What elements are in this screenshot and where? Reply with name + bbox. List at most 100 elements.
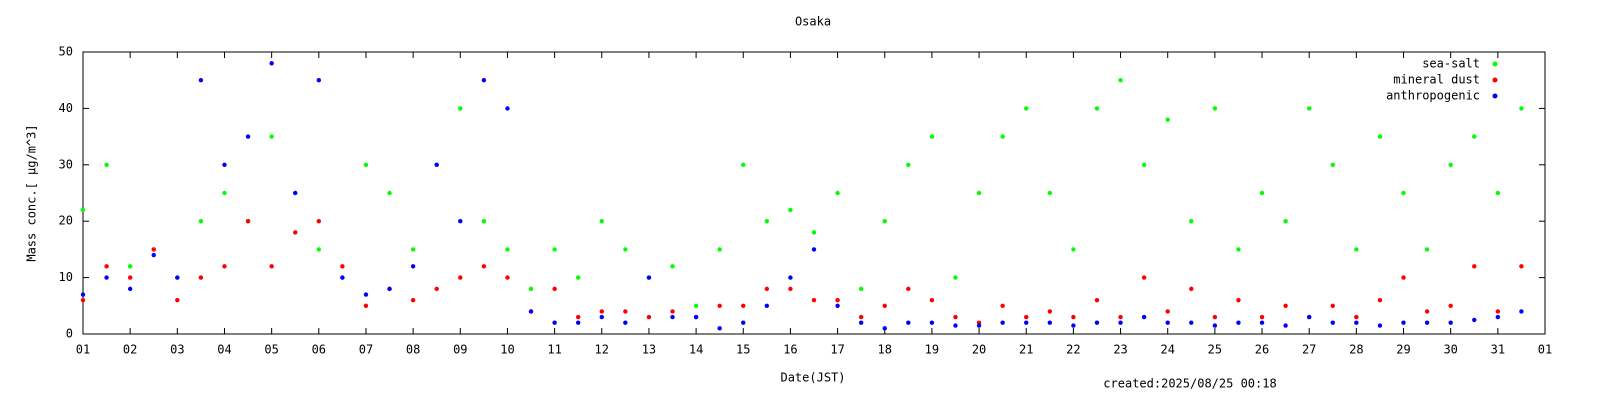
y-tick-label: 50 [59, 45, 73, 59]
data-point [151, 252, 156, 258]
x-tick-label: 16 [783, 343, 797, 357]
data-point [481, 219, 487, 224]
data-point [481, 264, 487, 269]
y-tick-label: 10 [59, 270, 73, 284]
data-point [575, 275, 581, 280]
data-point [505, 275, 510, 280]
data-point [1330, 303, 1335, 308]
data-point [835, 297, 840, 303]
data-point [1094, 320, 1100, 325]
data-point [175, 297, 180, 303]
data-point [858, 314, 864, 320]
x-tick-label: 31 [1491, 343, 1505, 357]
data-point [1118, 320, 1123, 325]
data-point [1424, 309, 1430, 314]
data-point [505, 247, 510, 252]
chart-title: Osaka [795, 15, 831, 29]
data-point [788, 286, 793, 292]
data-point [198, 219, 204, 224]
data-point [198, 78, 204, 83]
x-tick-label: 14 [689, 343, 703, 357]
data-point [1071, 247, 1076, 252]
data-point [1448, 320, 1453, 325]
data-point [1212, 323, 1218, 328]
data-point [1283, 303, 1288, 308]
data-point [764, 303, 770, 308]
data-point [717, 247, 722, 252]
data-point [552, 286, 557, 292]
data-point [458, 106, 463, 111]
data-point [316, 247, 322, 252]
data-point [1094, 297, 1100, 303]
data-point [741, 162, 746, 167]
x-tick-label: 30 [1443, 343, 1457, 357]
data-point [1401, 320, 1406, 325]
data-point [575, 314, 581, 320]
data-point [976, 190, 982, 196]
data-point [1141, 275, 1147, 280]
legend-label: anthropogenic [1386, 89, 1480, 103]
data-point [1047, 320, 1053, 325]
data-point [387, 286, 392, 292]
legend-marker [1492, 93, 1498, 99]
data-point [1495, 190, 1501, 196]
data-point [1330, 320, 1335, 325]
x-tick-label: 21 [1019, 343, 1033, 357]
x-tick-label: 06 [312, 343, 326, 357]
data-point [1259, 190, 1265, 196]
data-point [599, 309, 604, 314]
x-tick-label: 08 [406, 343, 420, 357]
x-tick-label: 19 [925, 343, 939, 357]
data-point [1071, 314, 1076, 320]
data-point [717, 326, 722, 331]
data-point [1472, 134, 1477, 139]
data-point [269, 61, 274, 66]
data-point [1094, 106, 1100, 111]
data-point [245, 134, 251, 139]
data-point [1424, 320, 1430, 325]
data-point [646, 314, 652, 320]
x-tick-label: 28 [1349, 343, 1363, 357]
x-tick-label: 24 [1160, 343, 1174, 357]
data-point [1212, 106, 1218, 111]
x-tick-label: 02 [123, 343, 137, 357]
x-tick-label: 25 [1208, 343, 1222, 357]
data-point [1000, 303, 1005, 308]
data-point [1283, 323, 1288, 328]
data-point [1118, 314, 1123, 320]
x-tick-label: 26 [1255, 343, 1269, 357]
data-point [410, 297, 416, 303]
data-point [481, 78, 487, 83]
data-point [1165, 117, 1170, 122]
data-point [1495, 314, 1501, 320]
data-point [363, 162, 369, 167]
x-tick-label: 20 [972, 343, 986, 357]
data-point [127, 286, 133, 292]
data-point [1377, 134, 1383, 139]
x-tick-label: 11 [547, 343, 561, 357]
data-point [788, 275, 793, 280]
x-tick-label: 07 [359, 343, 373, 357]
data-point [835, 303, 840, 308]
data-point [1472, 264, 1477, 269]
data-point [1519, 106, 1524, 111]
data-point [387, 190, 392, 196]
legend-label: sea-salt [1422, 57, 1480, 71]
data-point [1519, 264, 1524, 269]
legend-label: mineral dust [1393, 73, 1480, 87]
data-point [717, 303, 722, 308]
plot-frame [82, 51, 1546, 335]
data-point [340, 264, 345, 269]
data-point [293, 230, 298, 235]
data-point [788, 207, 793, 213]
x-tick-label: 03 [170, 343, 184, 357]
data-point [410, 247, 416, 252]
data-point [811, 230, 817, 235]
data-point [245, 219, 251, 224]
data-point [269, 264, 274, 269]
x-tick-label: 05 [264, 343, 278, 357]
data-point [1519, 309, 1524, 314]
data-point [1259, 314, 1265, 320]
data-point [599, 314, 604, 320]
